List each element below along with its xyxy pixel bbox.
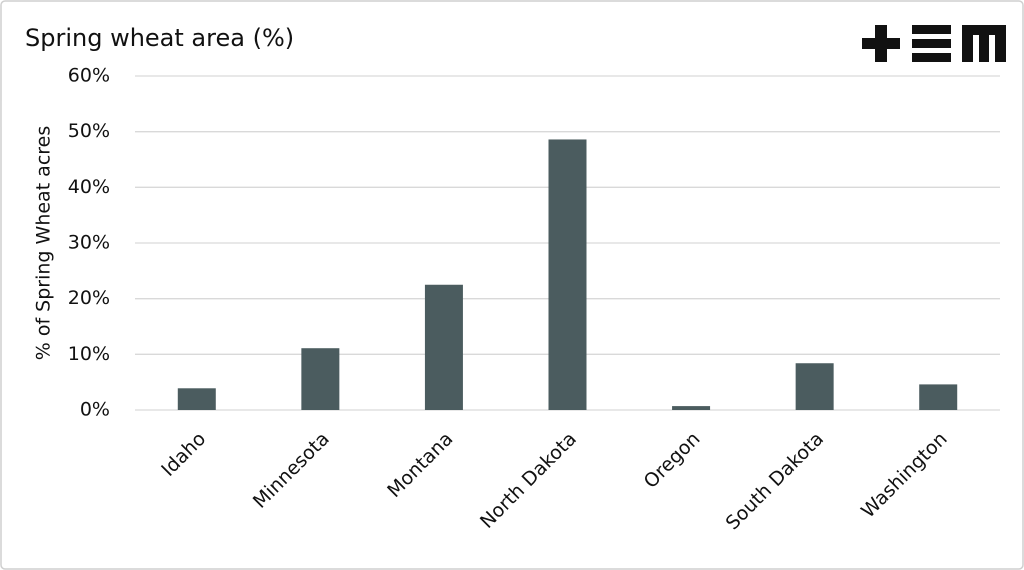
- chart-title: Spring wheat area (%): [25, 24, 294, 52]
- bar: [301, 348, 340, 410]
- y-tick-label: 60%: [68, 65, 110, 87]
- y-tick-label: 30%: [68, 232, 110, 254]
- y-tick-label: 20%: [68, 287, 110, 309]
- bar: [424, 284, 463, 410]
- y-tick-label: 50%: [68, 120, 110, 142]
- y-tick-label: 40%: [68, 176, 110, 198]
- bar: [919, 384, 958, 410]
- bar: [548, 139, 587, 410]
- y-tick-label: 10%: [68, 343, 110, 365]
- y-axis-title: % of Spring Wheat acres: [33, 126, 55, 361]
- logo: [862, 25, 1006, 62]
- y-tick-label: 0%: [80, 399, 110, 421]
- bar: [795, 363, 834, 410]
- bar: [672, 406, 711, 410]
- bar: [177, 388, 216, 410]
